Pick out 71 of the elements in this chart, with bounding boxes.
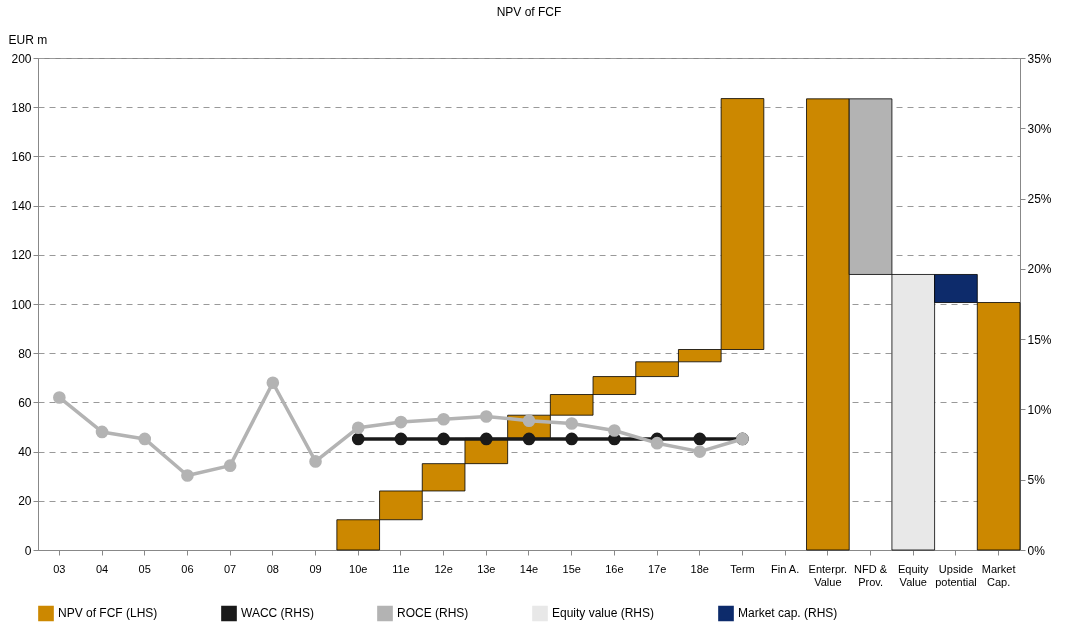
y-tick-label: 40 — [18, 445, 32, 460]
legend-label: ROCE (RHS) — [397, 606, 469, 621]
point — [522, 432, 536, 446]
x-tick-label: 09 — [309, 562, 322, 575]
x-tick-label: 13e — [477, 562, 496, 575]
y-tick-label: 100 — [11, 297, 32, 312]
point — [437, 412, 450, 426]
x-tick-label: Term — [730, 562, 755, 575]
y-tick-label: 160 — [11, 149, 32, 164]
y-tick-label: 80 — [18, 346, 32, 361]
x-tick-label: Upside potential — [935, 562, 977, 588]
x-tick-label: Enterpr. Value — [808, 562, 848, 588]
point — [693, 445, 707, 458]
x-tick-label: 18e — [690, 562, 709, 575]
y2-tick-label: 30% — [1027, 121, 1052, 136]
point — [608, 424, 621, 437]
x-tick-label: 04 — [95, 562, 109, 575]
x-tick-label: 10e — [349, 562, 368, 575]
point — [693, 432, 707, 446]
y2-tick-label: 0% — [1027, 543, 1046, 558]
x-tick-label: Fin A. — [771, 562, 800, 575]
point — [394, 415, 408, 429]
point — [479, 432, 493, 446]
x-tick-label: 08 — [266, 562, 279, 575]
x-tick-label: 11e — [392, 562, 410, 575]
x-tick-label: 07 — [224, 562, 237, 575]
y2-tick-label: 5% — [1027, 473, 1046, 488]
x-tick-label: 16e — [605, 562, 624, 575]
x-tick-label: 06 — [181, 562, 194, 575]
point — [138, 432, 152, 446]
point — [394, 432, 408, 446]
x-tick-label: 15e — [562, 562, 581, 575]
point — [565, 417, 579, 430]
y-tick-label: 140 — [11, 199, 32, 214]
x-tick-label: 05 — [138, 562, 151, 575]
point — [95, 425, 109, 439]
x-tick-label: 12e — [434, 562, 453, 575]
y-tick-label: 0 — [24, 543, 32, 558]
legend-label: WACC (RHS) — [241, 606, 314, 621]
point — [53, 391, 66, 404]
point — [437, 432, 450, 446]
point — [351, 432, 365, 446]
point — [223, 459, 237, 472]
y-tick-label: 60 — [18, 395, 32, 410]
point — [479, 410, 493, 423]
y-tick-label: 180 — [11, 100, 32, 115]
point — [266, 376, 280, 390]
y-tick-label: 120 — [11, 248, 32, 263]
y2-tick-label: 20% — [1027, 262, 1052, 277]
chart-title: NPV of FCF — [496, 5, 562, 19]
x-tick-label: 17e — [647, 562, 667, 575]
legend-label: Market cap. (RHS) — [738, 606, 838, 621]
legend-label: Equity value (RHS) — [552, 606, 655, 621]
point — [181, 469, 194, 482]
y-axis-title: EUR m — [8, 32, 48, 47]
y2-tick-label: 25% — [1027, 192, 1052, 207]
y2-tick-label: 15% — [1027, 332, 1052, 347]
y-tick-label: 20 — [18, 494, 32, 509]
legend-label: NPV of FCF (LHS) — [58, 606, 158, 621]
y2-tick-label: 10% — [1027, 402, 1052, 417]
x-tick-label: Market Cap. — [981, 562, 1016, 588]
y2-tick-label: 35% — [1027, 51, 1052, 66]
x-tick-label: Equity Value — [897, 562, 930, 588]
x-tick-label: 03 — [53, 562, 66, 575]
x-tick-label: NFD & Prov. — [854, 562, 888, 588]
point — [309, 455, 322, 468]
y-tick-label: 200 — [11, 51, 32, 66]
x-tick-label: 14e — [519, 562, 539, 575]
point — [565, 432, 579, 446]
point — [650, 436, 664, 450]
point — [351, 421, 365, 435]
